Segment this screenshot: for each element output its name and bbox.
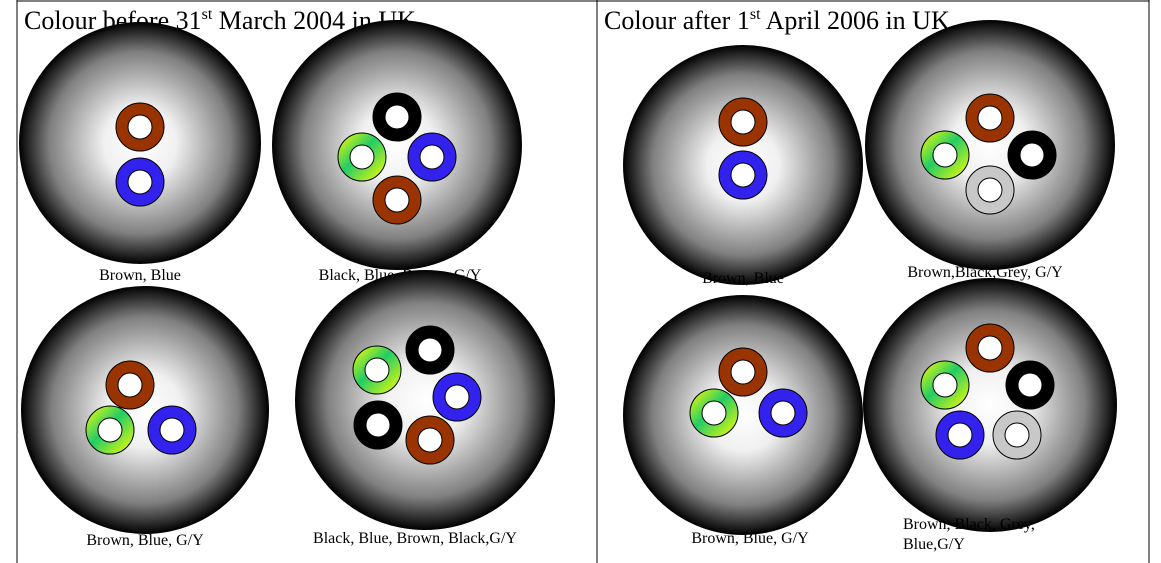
core-conductor <box>977 335 1003 361</box>
core-conductor <box>977 177 1003 203</box>
core-conductor <box>730 359 756 385</box>
core-conductor <box>127 169 153 195</box>
cable-caption: Black, Blue, Brown, Black,G/Y <box>313 530 517 547</box>
core-conductor <box>730 162 756 188</box>
core-conductor <box>349 144 375 170</box>
core-conductor <box>419 144 445 170</box>
cable <box>623 295 863 535</box>
core-conductor <box>365 412 391 438</box>
core-conductor <box>1004 422 1030 448</box>
core-conductor <box>97 417 123 443</box>
cable <box>863 278 1117 532</box>
cable-caption: Brown, Blue <box>99 267 181 284</box>
core-conductor <box>384 104 410 130</box>
core-conductor <box>977 105 1003 131</box>
core-conductor <box>770 400 796 426</box>
core-conductor <box>444 384 470 410</box>
core-conductor <box>947 422 973 448</box>
core-conductor <box>417 337 443 363</box>
core-conductor <box>932 372 958 398</box>
cable <box>272 20 522 270</box>
core-conductor <box>701 400 727 426</box>
panel-title: Colour after 1st April 2006 in UK <box>604 6 950 35</box>
core-conductor <box>117 372 143 398</box>
core-conductor <box>932 142 958 168</box>
core-conductor <box>1017 372 1043 398</box>
core-conductor <box>159 417 185 443</box>
core-conductor <box>364 357 390 383</box>
cable-caption: Blue,G/Y <box>903 536 965 553</box>
core-conductor <box>127 114 153 140</box>
cable <box>21 286 269 534</box>
cable-caption: Brown,Black,Grey, G/Y <box>907 264 1063 281</box>
core-conductor <box>417 427 443 453</box>
cable <box>865 20 1115 270</box>
cable-caption: Brown, Blue <box>702 270 784 287</box>
cable-caption: Brown, Blue, G/Y <box>86 532 204 549</box>
core-conductor <box>384 187 410 213</box>
cable <box>295 270 555 530</box>
cable-caption: Brown, Black, Grey, <box>903 516 1035 533</box>
cable-caption: Brown, Blue, G/Y <box>691 530 809 547</box>
cables: Brown, BlueBlack, Blue, Brown, G/YBrown,… <box>19 20 1117 553</box>
core-conductor <box>1019 142 1045 168</box>
core-conductor <box>730 109 756 135</box>
